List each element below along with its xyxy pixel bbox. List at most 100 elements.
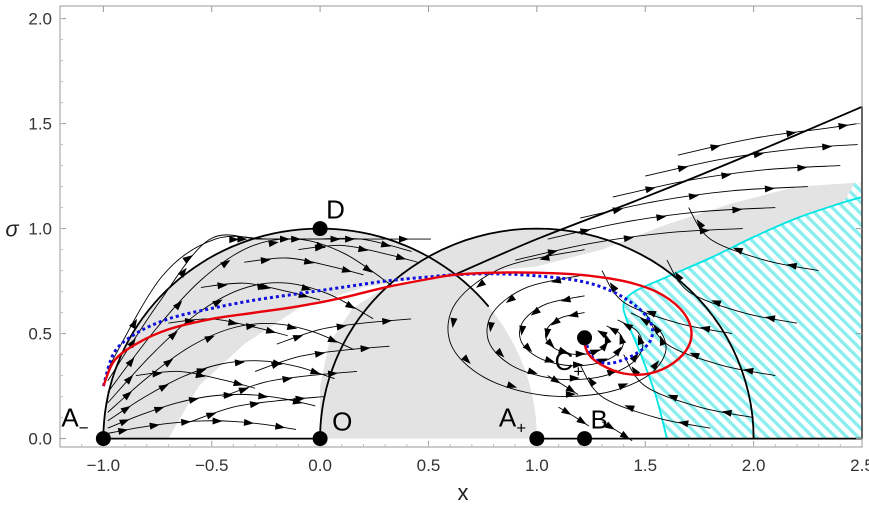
streamline-left-7 [107, 235, 431, 370]
streamline-spiral-2-arrow [637, 334, 645, 346]
streamline-spiral-3-arrow [506, 381, 518, 388]
streamline-spiral-2-arrow [487, 321, 495, 333]
boundary-upper-curve [454, 105, 863, 276]
streamline-left-1-arrow [188, 396, 200, 404]
x-tick-label: 2.0 [742, 456, 766, 475]
streamline-left-7-arrow [182, 255, 193, 264]
streamline-spiral-0-arrow [599, 341, 609, 352]
streamline-lower-left-1-arrow [238, 387, 249, 395]
streamline-left-2-arrow [234, 359, 245, 367]
streamline-upper-right-2-arrow [764, 185, 775, 193]
point-label: C+ [555, 346, 584, 381]
streamline-upper-right-5 [677, 123, 858, 156]
streamline-left-7-arrow [291, 235, 302, 243]
y-axis-title: σ [5, 217, 19, 242]
streamline-upper-left-2-arrow [260, 283, 271, 290]
streamline-upper-left-4-arrow [314, 244, 326, 252]
trajectories-layer [101, 271, 693, 387]
streamline-near-b-2-arrow [604, 421, 615, 430]
streamline-left-0-arrow [274, 422, 286, 430]
streamline-left-2-arrow [120, 405, 131, 415]
white-band-left [168, 274, 455, 439]
streamline-spiral-2-arrow [505, 294, 517, 303]
point-label-subscript: + [573, 362, 583, 381]
streamline-right-0-arrow [721, 409, 733, 417]
streamline-spiral-0-arrow [544, 328, 552, 339]
regions-layer [103, 180, 862, 439]
streamline-upper-right-4-arrow [753, 151, 764, 159]
streamline-lower-left-2-arrow [314, 350, 326, 358]
y-tick-label: 0.5 [28, 325, 52, 344]
streamline-spiral-1-arrow [608, 327, 620, 336]
streamline-right-3-arrow [732, 247, 744, 255]
streamline-upper-right-0-arrow [699, 227, 710, 235]
streamline-left-2 [107, 360, 335, 422]
y-tick-label: 2.0 [28, 10, 52, 29]
streamline-near-b-2-arrow [619, 430, 630, 440]
streamline-lower-left-1-arrow [282, 376, 293, 383]
streamline-left-0-arrow [243, 418, 254, 426]
streamline-upper-right-4-arrow [677, 165, 689, 173]
streamline-near-b-1-arrow [576, 416, 587, 425]
x-tick-label: 1.0 [525, 456, 549, 475]
streamline-upper-right-1-arrow [732, 206, 743, 214]
streamline-spiral-3-arrow [565, 390, 576, 398]
streamline-right-2-arrow [711, 300, 722, 308]
streamline-left-0-arrow [149, 422, 160, 430]
streamline-spiral-3-arrow [539, 253, 550, 261]
streamline-right-4-arrow [678, 420, 689, 428]
streamline-spiral-2-arrow [629, 352, 639, 363]
streamline-right-2-arrow [764, 315, 776, 323]
streamline-spiral-0-arrow [589, 349, 601, 357]
streamline-near-b-0-arrow [550, 375, 561, 384]
red-trajectory [102, 271, 693, 387]
cyan-hatched-region [623, 180, 862, 439]
streamline-left-4-arrow [344, 300, 356, 309]
streamline-left-2-arrow [158, 384, 169, 392]
streamline-left-1-arrow [223, 391, 234, 399]
streamline-spiral-3-arrow [461, 354, 471, 364]
x-tick-label: 0.0 [308, 456, 332, 475]
streamline-left-5-arrow [220, 259, 231, 269]
streamline-left-0-arrow [180, 418, 192, 426]
streamline-left-7-arrow [345, 235, 356, 243]
streamline-left-4-arrow [123, 374, 134, 385]
x-tick-label: −0.5 [195, 456, 229, 475]
point-a-plus [529, 431, 545, 447]
streamline-upper-right-1-arrow [656, 214, 667, 222]
y-tick-label: 1.5 [28, 115, 52, 134]
streamline-lower-left-0-arrow [249, 401, 261, 409]
streamline-right-5-arrow [699, 325, 711, 333]
streamline-spiral-0-arrow [575, 350, 586, 358]
streamline-left-1-arrow [258, 392, 269, 400]
streamline-upper-left-1-arrow [227, 318, 239, 326]
streamline-upper-right-5-arrow [838, 122, 849, 130]
streamline-spiral-1-arrow [530, 306, 541, 316]
y-tick-label: 0.0 [28, 430, 52, 449]
streamline-upper-right-5-arrow [786, 130, 797, 138]
point-label: D [326, 195, 345, 225]
streamline-near-b-1-arrow [561, 406, 572, 415]
point-b [577, 431, 593, 447]
streamline-spiral-3-arrow [650, 360, 660, 371]
streamline-lower-left-0-arrow [205, 412, 217, 420]
point-d [312, 221, 328, 237]
streamline-left-5-arrow [268, 240, 279, 248]
streamline-spiral-1-arrow [612, 346, 622, 357]
white-wedge-right [454, 274, 559, 366]
streamline-upper-left-4-arrow [395, 253, 407, 261]
streamline-left-6-arrow [177, 267, 187, 278]
streamline-upper-right-5-arrow [710, 144, 721, 152]
streamline-upper-right-4-arrow [822, 143, 833, 151]
x-tick-label: 1.5 [633, 456, 657, 475]
x-axis-title: x [458, 480, 469, 505]
streamline-left-3-arrow [163, 358, 174, 368]
streamline-spiral-3-arrow [617, 383, 629, 391]
streamline-upper-right-3-arrow [645, 186, 656, 194]
streamline-spiral-3-arrow [450, 317, 458, 329]
streamline-left-0 [107, 420, 297, 434]
streamline-right-4-arrow [588, 376, 597, 388]
plot-frame [59, 5, 863, 448]
streamline-upper-left-1-arrow [265, 326, 277, 334]
